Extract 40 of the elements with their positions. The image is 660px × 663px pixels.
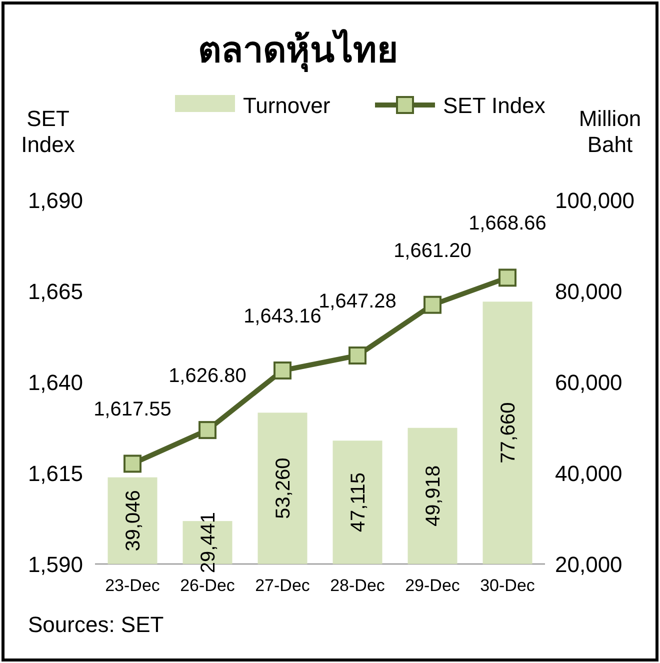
point — [274, 362, 292, 380]
data-label: 47,115 — [348, 472, 370, 532]
data-label: 77,660 — [498, 402, 520, 464]
x-tick-label: 23-Dec — [105, 576, 160, 595]
legend-label: SET Index — [443, 93, 546, 118]
data-label: 1,668.66 — [468, 212, 546, 235]
data-label: 53,260 — [272, 458, 294, 519]
point — [124, 454, 142, 473]
x-tick-label: 28-Dec — [330, 576, 386, 595]
point — [348, 346, 366, 364]
x-tick-label: 30-Dec — [480, 576, 536, 595]
data-label: 1,626.80 — [168, 365, 246, 388]
y-tick-label: 1,690 — [28, 188, 83, 213]
y2-tick-label: 60,000 — [555, 370, 622, 395]
source-note: Sources: SET — [28, 612, 164, 637]
y-tick-label: 1,640 — [28, 370, 83, 395]
y-tick-label: 1,615 — [28, 461, 83, 486]
data-label: 1,643.16 — [244, 306, 322, 328]
data-label: 39,046 — [122, 490, 144, 552]
legend-label: Turnover — [243, 93, 330, 118]
x-tick-label: 29-Dec — [405, 576, 460, 595]
y-tick-label: 1,590 — [28, 552, 83, 577]
y2-tick-label: 80,000 — [555, 279, 622, 304]
y2-tick-label: 20,000 — [555, 552, 622, 577]
data-label: 1,647.28 — [318, 290, 396, 312]
data-label: 1,617.55 — [94, 398, 172, 421]
y-tick-label: 1,665 — [28, 279, 83, 304]
chart-title: ตลาดหุ้นไทย — [198, 28, 398, 73]
x-tick-label: 27-Dec — [255, 576, 310, 595]
data-label: 49,918 — [422, 465, 444, 527]
data-label: 1,661.20 — [394, 240, 472, 262]
y2-tick-label: 100,000 — [555, 188, 635, 213]
x-tick-label: 26-Dec — [180, 576, 236, 595]
point — [198, 421, 216, 440]
y2-tick-label: 40,000 — [555, 461, 622, 486]
data-label: 29,441 — [198, 512, 220, 574]
y-axis-title: SET Index — [21, 106, 75, 157]
point — [424, 296, 442, 314]
point — [498, 268, 516, 287]
y2-axis-title: Million Baht — [578, 106, 642, 157]
